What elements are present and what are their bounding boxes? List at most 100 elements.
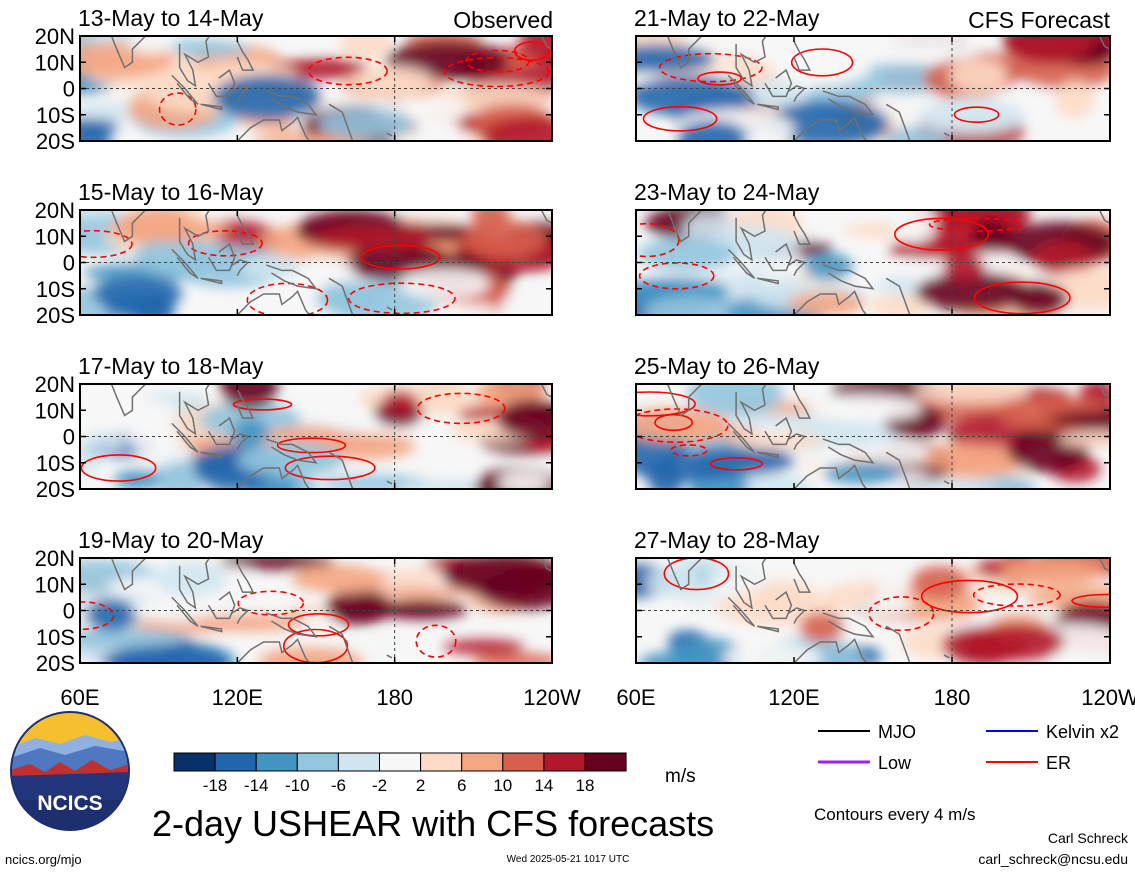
er-contour-positive: [276, 437, 347, 454]
shear-cell: [748, 78, 810, 104]
colorbar-tick-label: -18: [203, 776, 228, 795]
panel-8: 27-May to 28-May: [634, 527, 1111, 664]
shear-cell: [378, 599, 468, 620]
coastline: [822, 264, 875, 290]
er-contour-positive: [284, 455, 376, 481]
colorbar-tick-label: 18: [576, 776, 595, 795]
shear-cell: [441, 558, 552, 596]
coastline: [756, 625, 779, 633]
y-tick-label: 10S: [36, 277, 75, 302]
shear-cell: [833, 37, 899, 53]
x-tick-label: 180: [376, 685, 413, 710]
coastline: [207, 68, 236, 98]
shear-cell: [382, 391, 419, 417]
colorbar-tick-label: -6: [331, 776, 346, 795]
shear-field: [80, 210, 552, 315]
panel-5: 21-May to 22-May: [634, 5, 1111, 142]
shear-cell: [1054, 81, 1095, 119]
colorbar-swatch: [543, 752, 586, 772]
coastline: [236, 214, 255, 245]
y-tick-label: 0: [63, 251, 75, 276]
coastline: [735, 384, 767, 436]
coastline: [328, 451, 354, 489]
coastline: [265, 90, 318, 116]
shear-cell: [154, 561, 229, 597]
coastline: [540, 558, 552, 572]
coastline: [328, 625, 354, 663]
coastline: [666, 558, 704, 591]
er-contour-negative: [246, 282, 329, 315]
ncics-logo: NCICS: [10, 711, 130, 831]
y-tick-label: 0: [63, 425, 75, 450]
coastline: [110, 210, 148, 243]
shear-cell: [1009, 283, 1069, 315]
coastline: [735, 36, 767, 88]
coastline: [885, 451, 911, 489]
er-contour-positive: [790, 48, 854, 77]
shear-cell: [92, 277, 183, 310]
shear-cell: [884, 126, 948, 141]
legend-label: ER: [1046, 753, 1071, 773]
colorbar: -18 -14 -10 -6 -2 2 6 10 14 18: [173, 752, 627, 795]
coastline: [756, 103, 779, 111]
coastline: [540, 210, 552, 224]
er-contour-negative: [636, 222, 680, 258]
x-tick-label: 120E: [212, 685, 263, 710]
legend-label: MJO: [878, 722, 916, 742]
shear-cell: [498, 469, 550, 489]
shear-cell: [971, 219, 1011, 253]
er-contour-negative: [416, 392, 506, 425]
x-tick-label: 180: [934, 685, 971, 710]
coastline: [171, 422, 199, 453]
shear-cell: [80, 433, 129, 452]
shear-cell: [106, 217, 229, 242]
colorbar-tick-label: 6: [457, 776, 466, 795]
shear-cell: [636, 432, 689, 473]
coastline: [236, 562, 255, 593]
er-contour-negative: [972, 583, 1061, 607]
coastline: [793, 214, 812, 245]
coastline: [666, 384, 704, 417]
shear-cell: [1049, 411, 1110, 428]
er-contour-negative: [415, 624, 457, 658]
shear-cell: [313, 226, 436, 250]
coastline: [1098, 36, 1110, 50]
colorbar-tick-label: 10: [493, 776, 512, 795]
shear-cell: [1058, 430, 1110, 448]
author-name: Carl Schreck: [1048, 830, 1129, 846]
coastline: [178, 384, 211, 436]
coastline: [1098, 384, 1110, 398]
colorbar-swatch: [584, 752, 627, 772]
coastline: [666, 210, 704, 243]
coastline: [764, 416, 793, 446]
er-contour-negative: [347, 282, 456, 315]
coastline: [207, 416, 236, 446]
x-tick-labels: 60E 120E 180 120W 60E 120E 180 120W: [60, 685, 1135, 710]
shear-cell: [909, 565, 970, 600]
panel-title: 19-May to 20-May: [78, 527, 264, 553]
shear-cell: [291, 564, 388, 593]
shear-cell: [374, 567, 446, 584]
timestamp: Wed 2025-05-21 1017 UTC: [507, 854, 630, 865]
er-contour-negative: [670, 444, 708, 457]
shear-cell: [911, 443, 1022, 470]
coastline: [110, 384, 148, 417]
site-link: ncics.org/mjo: [5, 852, 82, 867]
figure-title: 2-day USHEAR with CFS forecasts: [152, 803, 714, 844]
coastline: [200, 277, 223, 285]
y-tick-label: 10S: [36, 103, 75, 128]
coastline: [207, 590, 236, 620]
y-tick-label: 20N: [35, 24, 75, 49]
er-contour-positive: [953, 106, 1000, 123]
er-contour-negative: [237, 590, 305, 616]
shear-cell: [869, 294, 930, 315]
coastline: [178, 210, 211, 262]
shear-cell: [806, 394, 922, 422]
coastline: [793, 40, 812, 71]
coastline: [234, 638, 311, 663]
legend-label: Low: [878, 753, 912, 773]
